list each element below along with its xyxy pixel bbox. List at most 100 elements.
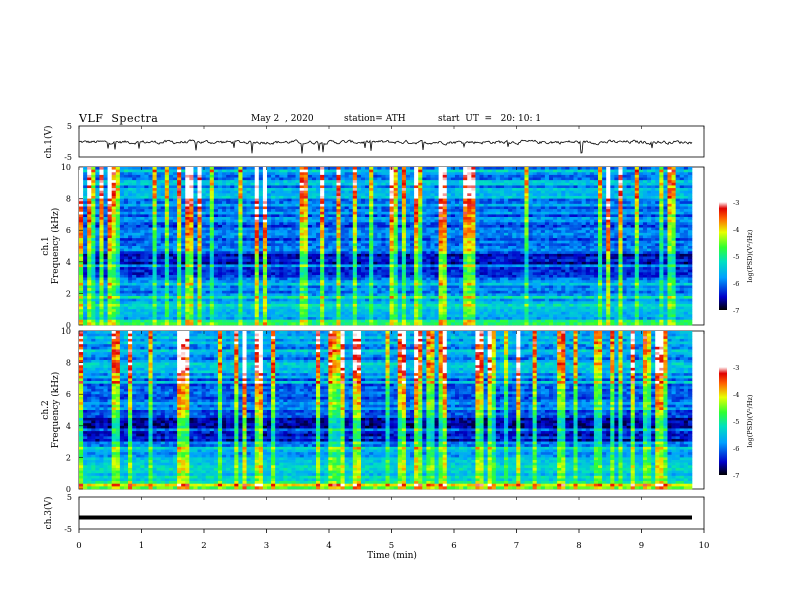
spectrogram-cell (471, 203, 476, 207)
spectrogram-cell (430, 177, 435, 181)
spectrogram-cell (373, 232, 378, 236)
spectrogram-cell (459, 238, 464, 242)
spectrogram-cell (181, 240, 186, 244)
spectrogram-cell (410, 172, 415, 176)
spectrogram-cell (516, 203, 521, 207)
spectrogram-cell (258, 240, 264, 244)
spectrogram-cell (148, 219, 153, 223)
spectrogram-cell (671, 230, 676, 234)
spectrogram-cell (663, 251, 668, 255)
spectrogram-cell (528, 243, 533, 247)
spectrogram-cell (389, 190, 394, 194)
spectrogram-cell (479, 222, 484, 226)
spectrogram-cell (504, 222, 509, 226)
spectrogram-cell (132, 235, 137, 239)
spectrogram-cell (340, 232, 345, 236)
spectrogram-cell (160, 174, 166, 178)
spectrogram-cell (667, 227, 672, 231)
spectrogram-cell (365, 180, 370, 184)
spectrogram-cell (528, 224, 533, 228)
spectrogram-cell (185, 169, 190, 173)
spectrogram-cell (467, 190, 472, 194)
spectrogram-cell (581, 193, 587, 197)
spectrogram-cell (168, 219, 174, 223)
spectrogram-cell (275, 172, 280, 176)
spectrogram-cell (430, 235, 435, 239)
spectrogram-cell (132, 185, 137, 189)
spectrogram-cell (405, 182, 411, 186)
spectrogram-cell (663, 232, 668, 236)
spectrogram-cell (222, 214, 227, 218)
spectrogram-cell (295, 224, 300, 228)
spectrogram-cell (585, 235, 591, 239)
spectrogram-cell (532, 177, 538, 181)
spectrogram-cell (311, 246, 317, 249)
spectrogram-cell (561, 232, 566, 236)
spectrogram-cell (467, 167, 472, 170)
spectrogram-cell (328, 214, 333, 218)
spectrogram-cell (148, 174, 153, 178)
spectrogram-cell (487, 230, 493, 234)
spectrogram-cell (679, 174, 685, 178)
spectrogram-cell (303, 230, 309, 234)
spectrogram-cell (348, 219, 354, 223)
spectrogram-cell (414, 235, 419, 239)
spectrogram-cell (618, 211, 623, 215)
spectrogram-cell (667, 206, 672, 210)
spectrogram-cell (573, 206, 578, 210)
spectrogram-cell (132, 182, 137, 186)
spectrogram-cell (279, 219, 284, 223)
spectrogram-cell (238, 211, 243, 215)
spectrogram-cell (132, 180, 137, 184)
spectrogram-cell (532, 209, 538, 213)
spectrogram-cell (352, 243, 358, 247)
spectrogram-cell (606, 211, 611, 215)
spectrogram-cell (495, 190, 501, 194)
spectrogram-cell (569, 240, 574, 244)
spectrogram-cell (213, 230, 219, 234)
spectrogram-cell (479, 227, 484, 231)
spectrogram-cell (622, 169, 627, 173)
spectrogram-cell (508, 188, 513, 191)
spectrogram-cell (598, 182, 603, 186)
spectrogram-cell (512, 219, 517, 223)
spectrogram-cell (418, 219, 423, 223)
spectrogram-cell (655, 185, 660, 189)
spectrogram-cell (226, 211, 231, 215)
spectrogram-cell (360, 246, 366, 249)
spectrogram-cell (544, 193, 550, 197)
spectrogram-cell (418, 224, 423, 228)
spectrogram-cell (316, 198, 321, 202)
spectrogram-cell (479, 198, 484, 202)
spectrogram-cell (230, 167, 235, 170)
spectrogram-cell (303, 211, 309, 215)
spectrogram-cell (561, 230, 566, 234)
spectrogram-cell (311, 201, 317, 205)
spectrogram-cell (242, 217, 247, 220)
spectrogram-cell (87, 203, 92, 207)
spectrogram-cell (585, 201, 591, 205)
spectrogram-cell (573, 222, 578, 226)
spectrogram-cell (471, 224, 476, 228)
spectrogram-cell (638, 232, 644, 236)
spectrogram-cell (369, 182, 374, 186)
spectrogram-cell (217, 214, 223, 218)
spectrogram-cell (565, 227, 570, 231)
spectrogram-cell (659, 198, 664, 202)
spectrogram-cell (377, 195, 382, 199)
spectrogram-cell (602, 230, 607, 234)
spectrogram-cell (438, 180, 444, 184)
spectrogram-cell (491, 238, 497, 242)
spectrogram-cell (397, 232, 403, 236)
spectrogram-cell (467, 224, 472, 228)
spectrogram-cell (352, 188, 358, 191)
spectrogram-cell (356, 246, 362, 249)
spectrogram-cell (528, 251, 533, 255)
spectrogram-cell (577, 227, 582, 231)
spectrogram-cell (663, 182, 668, 186)
spectrogram-cell (185, 185, 190, 189)
spectrogram-cell (446, 238, 452, 242)
spectrogram-cell (561, 169, 566, 173)
spectrogram-cell (663, 209, 668, 213)
